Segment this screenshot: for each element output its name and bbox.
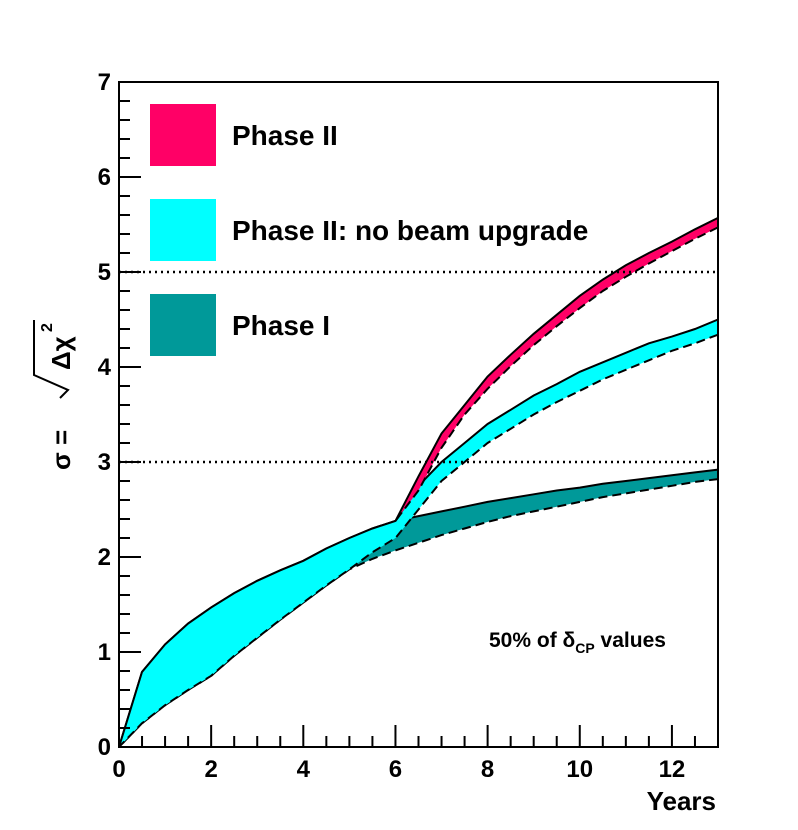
x-axis: 0 2 4 6 8 10 12: [112, 725, 719, 783]
x-tick-label: 10: [566, 756, 593, 783]
x-tick-label: 4: [297, 756, 311, 783]
y-axis: 0 1 2 3 4 5 6 7: [98, 69, 141, 761]
svg-text:Δχ: Δχ: [46, 336, 76, 370]
y-axis-title-exponent: 2: [39, 323, 56, 332]
x-axis-title: Years: [647, 786, 716, 816]
y-tick-label: 1: [98, 639, 111, 666]
legend-swatch-phase-ii: [150, 104, 216, 166]
legend-label-phase-ii: Phase II: [232, 120, 338, 151]
x-tick-label: 6: [389, 756, 402, 783]
annotation-suffix: values: [595, 629, 666, 652]
band-phase-ii-no-beam-upgrade-lower-edge: [118, 333, 719, 748]
annotation: 50% of δCP values: [489, 629, 666, 656]
legend: Phase II Phase II: no beam upgrade Phase I: [150, 104, 588, 356]
x-tick-label: 2: [204, 756, 217, 783]
y-tick-label: 0: [98, 734, 111, 761]
y-tick-label: 2: [98, 544, 111, 571]
x-tick-label: 8: [481, 756, 494, 783]
y-tick-label: 6: [98, 164, 111, 191]
legend-label-phase-ii-no-beam-upgrade: Phase II: no beam upgrade: [232, 215, 588, 246]
reference-lines: [119, 270, 718, 464]
band-phase-i-lower-edge: [118, 478, 719, 748]
y-tick-label: 4: [98, 354, 112, 381]
y-axis-title-lhs: σ =: [46, 430, 76, 470]
legend-swatch-phase-i: [150, 294, 216, 356]
y-tick-label: 7: [98, 69, 111, 96]
x-tick-label: 12: [659, 756, 686, 783]
x-tick-label: 0: [112, 756, 125, 783]
y-axis-title-radicand: Δχ: [46, 336, 76, 370]
y-tick-label: 5: [98, 259, 111, 286]
legend-swatch-phase-ii-no-beam-upgrade: [150, 199, 216, 261]
y-tick-label: 3: [98, 449, 111, 476]
svg-text:σ =: σ =: [46, 430, 76, 470]
y-axis-title: σ = Δχ 2: [33, 320, 76, 470]
y-axis-title-radical: [33, 320, 70, 399]
band-phase-ii-upper-edge: [394, 217, 719, 522]
plot-bands: [118, 217, 719, 748]
annotation-subscript: CP: [575, 640, 594, 656]
band-phase-ii-lower-edge: [394, 226, 719, 522]
annotation-text: 50% of δ: [489, 629, 575, 652]
legend-label-phase-i: Phase I: [232, 310, 330, 341]
